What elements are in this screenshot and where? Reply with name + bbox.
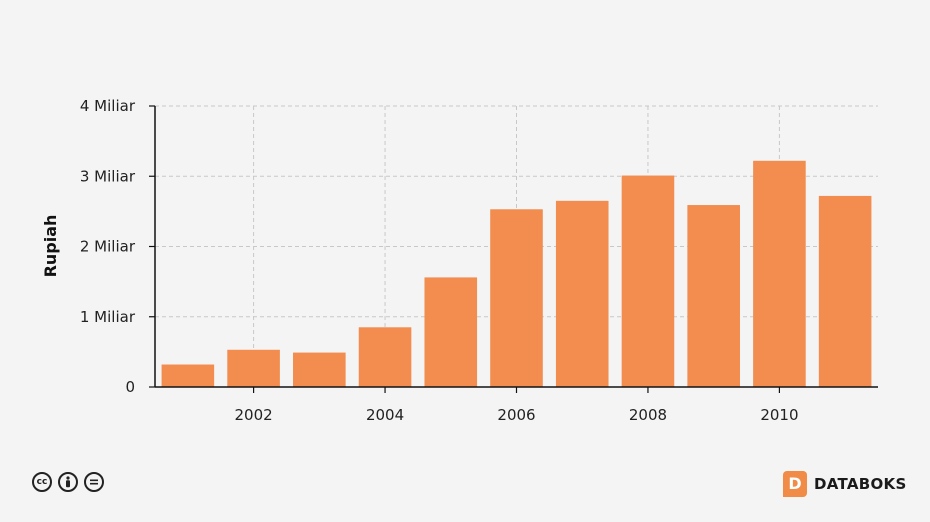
y-tick-label: 3 Miliar — [80, 167, 136, 185]
x-tick-label: 2008 — [629, 406, 667, 424]
y-axis-label: Rupiah — [41, 215, 60, 278]
bar — [227, 349, 280, 387]
bar — [555, 200, 609, 387]
bar — [621, 175, 675, 387]
databoks-logo-icon: D — [783, 471, 807, 497]
bar — [358, 327, 412, 387]
x-tick-label: 2002 — [234, 406, 272, 424]
brand-logo-letter: D — [788, 474, 802, 493]
bar — [424, 277, 478, 387]
x-tick-label: 2006 — [497, 406, 535, 424]
axes: 0 1 Miliar 2 Miliar 3 Miliar 4 Miliar 2002 200… — [80, 97, 878, 424]
by-icon — [58, 472, 78, 492]
y-tick-label: 1 Miliar — [80, 308, 136, 326]
x-tick-label: 2004 — [366, 406, 404, 424]
bar — [490, 209, 543, 387]
bar — [687, 205, 740, 387]
cc-icon: cc — [32, 472, 52, 492]
y-tick-label: 0 — [125, 378, 135, 396]
y-tick-label: 2 Miliar — [80, 238, 136, 256]
bar — [818, 195, 872, 387]
bar — [753, 160, 806, 387]
y-tick-label: 4 Miliar — [80, 97, 136, 115]
brand: D DATABOKS — [783, 471, 907, 497]
brand-name: DATABOKS — [814, 475, 907, 493]
bars — [161, 160, 872, 387]
nd-icon — [84, 472, 104, 492]
license-icons: cc — [32, 472, 104, 492]
x-tick-label: 2010 — [760, 406, 798, 424]
bar — [293, 352, 346, 387]
bar — [161, 364, 215, 387]
